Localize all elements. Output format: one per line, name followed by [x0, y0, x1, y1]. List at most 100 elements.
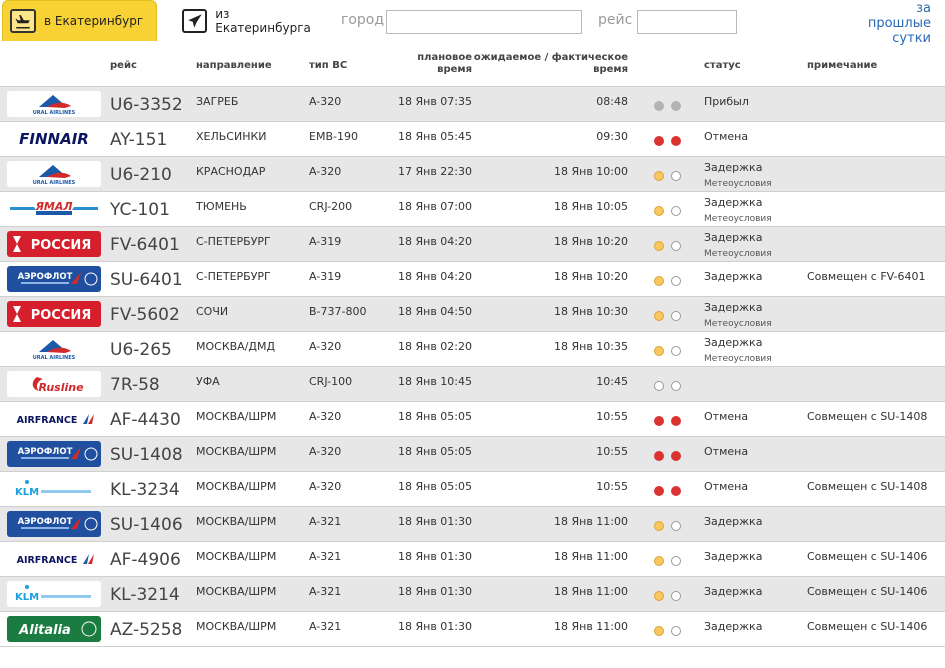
- airline-logo-alitalia: Alitalia: [7, 616, 101, 642]
- flight-status: Задержка: [704, 270, 763, 283]
- airfrance-logo-text: AIRFRANCE: [17, 555, 78, 566]
- plane-arrival-icon: [10, 9, 36, 33]
- planned-time: 18 Янв 01:30: [398, 620, 473, 633]
- flights-table: URAL AIRLINES U6-3352 ЗАГРЕБ A-320 18 Янв 07…: [0, 87, 945, 647]
- table-row[interactable]: URAL AIRLINES U6-265 МОСКВА/ДМД A-320 18 Янв…: [0, 332, 945, 367]
- table-row[interactable]: KLM KL-3214 МОСКВА/ШРМ A-321 18 Янв 01:30 18 …: [0, 577, 945, 612]
- expected-time: 08:48: [596, 95, 628, 108]
- flight-status: Задержка: [704, 196, 763, 209]
- past-day-link[interactable]: за прошлые сутки: [851, 1, 931, 46]
- col-planned-line2: время: [437, 64, 472, 75]
- expected-time: 18 Янв 11:00: [553, 585, 628, 598]
- flight-number: U6-210: [110, 165, 172, 185]
- city-filter-input[interactable]: [386, 10, 582, 34]
- planned-time: 18 Янв 01:30: [398, 550, 473, 563]
- planned-time: 18 Янв 01:30: [398, 515, 473, 528]
- flight-status: Задержка: [704, 301, 763, 314]
- expected-time: 10:55: [596, 445, 628, 458]
- table-row[interactable]: URAL AIRLINES U6-3352 ЗАГРЕБ A-320 18 Янв 07…: [0, 87, 945, 122]
- yamal-logo-text: ЯМАЛ: [34, 200, 72, 213]
- destination: С-ПЕТЕРБУРГ: [196, 235, 271, 248]
- col-planned-line1: плановое: [417, 52, 472, 63]
- aircraft-type: A-320: [309, 340, 342, 353]
- flight-status: Отмена: [704, 445, 749, 458]
- table-row[interactable]: АЭРОФЛОТ SU-1408 МОСКВА/ШРМ A-320 18 Янв 05:…: [0, 437, 945, 472]
- status-indicator-2: [671, 416, 681, 426]
- col-status: статус: [704, 60, 741, 71]
- status-indicator-1: [654, 486, 664, 496]
- destination: ЗАГРЕБ: [196, 95, 239, 108]
- status-indicator-1: [654, 241, 664, 251]
- airline-logo-ural: URAL AIRLINES: [7, 91, 101, 117]
- planned-time: 18 Янв 05:05: [398, 480, 473, 493]
- tab-departures[interactable]: из Екатеринбурга: [175, 0, 325, 41]
- expected-time: 18 Янв 11:00: [553, 515, 628, 528]
- destination: С-ПЕТЕРБУРГ: [196, 270, 271, 283]
- table-row[interactable]: AIRFRANCE AF-4906 МОСКВА/ШРМ A-321 18 Янв 01…: [0, 542, 945, 577]
- flight-status-reason: Метеоусловия: [704, 319, 772, 329]
- status-indicator-2: [671, 206, 681, 216]
- aeroflot-logo-text: АЭРОФЛОТ: [18, 517, 73, 527]
- tab-arrivals-label: в Екатеринбург: [44, 14, 144, 28]
- aircraft-type: A-321: [309, 515, 342, 528]
- flight-filter-input[interactable]: [637, 10, 737, 34]
- status-indicator-1: [654, 416, 664, 426]
- table-row[interactable]: РОССИЯ FV-6401 С-ПЕТЕРБУРГ A-319 18 Янв 04:2…: [0, 227, 945, 262]
- planned-time: 17 Янв 22:30: [398, 165, 473, 178]
- destination: СОЧИ: [196, 305, 229, 318]
- status-indicator-2: [671, 626, 681, 636]
- table-row[interactable]: АЭРОФЛОТ SU-6401 С-ПЕТЕРБУРГ A-319 18 Янв 04…: [0, 262, 945, 297]
- table-row[interactable]: URAL AIRLINES U6-210 КРАСНОДАР A-320 17 Янв …: [0, 157, 945, 192]
- status-indicator-2: [671, 346, 681, 356]
- aircraft-type: A-320: [309, 95, 342, 108]
- past-day-link-line2: сутки: [892, 31, 931, 46]
- expected-time: 18 Янв 10:00: [553, 165, 628, 178]
- flight-number: FV-6401: [110, 235, 180, 255]
- aircraft-type: CRJ-200: [309, 200, 353, 213]
- aircraft-type: A-320: [309, 445, 342, 458]
- status-indicator-1: [654, 381, 664, 391]
- tab-arrivals[interactable]: в Екатеринбург: [2, 0, 157, 41]
- table-row[interactable]: РОССИЯ FV-5602 СОЧИ B-737-800 18 Янв 04:50 18…: [0, 297, 945, 332]
- col-note: примечание: [807, 60, 878, 71]
- col-planned: плановое время: [398, 52, 472, 76]
- flight-status-reason: Метеоусловия: [704, 214, 772, 224]
- flight-note: Совмещен с SU-1408: [807, 480, 928, 493]
- destination: МОСКВА/ШРМ: [196, 550, 277, 563]
- city-filter-label: город: [341, 12, 385, 28]
- table-row[interactable]: Rusline 7R-58 УФА CRJ-100 18 Янв 10:45 10:45: [0, 367, 945, 402]
- planned-time: 18 Янв 01:30: [398, 585, 473, 598]
- table-row[interactable]: KLM KL-3234 МОСКВА/ШРМ A-320 18 Янв 05:05 10:…: [0, 472, 945, 507]
- table-row[interactable]: Alitalia AZ-5258 МОСКВА/ШРМ A-321 18 Янв 01:…: [0, 612, 945, 647]
- aircraft-type: A-319: [309, 235, 342, 248]
- finnair-logo-text: FINNAIR: [19, 130, 89, 148]
- klm-logo-text: KLM: [15, 487, 39, 498]
- planned-time: 18 Янв 07:00: [398, 200, 473, 213]
- aeroflot-logo-text: АЭРОФЛОТ: [18, 447, 73, 457]
- planned-time: 18 Янв 05:45: [398, 130, 473, 143]
- aircraft-type: A-320: [309, 410, 342, 423]
- flight-note: Совмещен с SU-1408: [807, 410, 928, 423]
- aircraft-type: EMB-190: [309, 130, 358, 143]
- airline-logo-yamal: ЯМАЛ: [7, 196, 101, 222]
- klm-logo-text: KLM: [15, 592, 39, 603]
- destination: МОСКВА/ШРМ: [196, 480, 277, 493]
- table-row[interactable]: ЯМАЛ YC-101 ТЮМЕНЬ CRJ-200 18 Янв 07:00 18 Ян…: [0, 192, 945, 227]
- flight-filter-label: рейс: [598, 12, 633, 28]
- col-expected-line1: ожидаемое / фактическое: [473, 52, 628, 63]
- planned-time: 18 Янв 04:50: [398, 305, 473, 318]
- top-bar: в Екатеринбург из Екатеринбурга город ре…: [0, 0, 945, 46]
- destination: МОСКВА/ШРМ: [196, 620, 277, 633]
- table-row[interactable]: FINNAIR AY-151 ХЕЛЬСИНКИ EMB-190 18 Янв 05:4…: [0, 122, 945, 157]
- flight-number: SU-6401: [110, 270, 183, 290]
- aircraft-type: A-321: [309, 620, 342, 633]
- flight-status: Задержка: [704, 161, 763, 174]
- expected-time: 10:55: [596, 410, 628, 423]
- airline-logo-rossiya: РОССИЯ: [7, 301, 101, 327]
- plane-departure-icon: [182, 8, 208, 33]
- planned-time: 18 Янв 07:35: [398, 95, 473, 108]
- flight-status: Задержка: [704, 620, 763, 633]
- table-row[interactable]: AIRFRANCE AF-4430 МОСКВА/ШРМ A-320 18 Янв 05…: [0, 402, 945, 437]
- table-header: рейс направление тип ВС плановое время о…: [0, 43, 945, 87]
- table-row[interactable]: АЭРОФЛОТ SU-1406 МОСКВА/ШРМ A-321 18 Янв 01:…: [0, 507, 945, 542]
